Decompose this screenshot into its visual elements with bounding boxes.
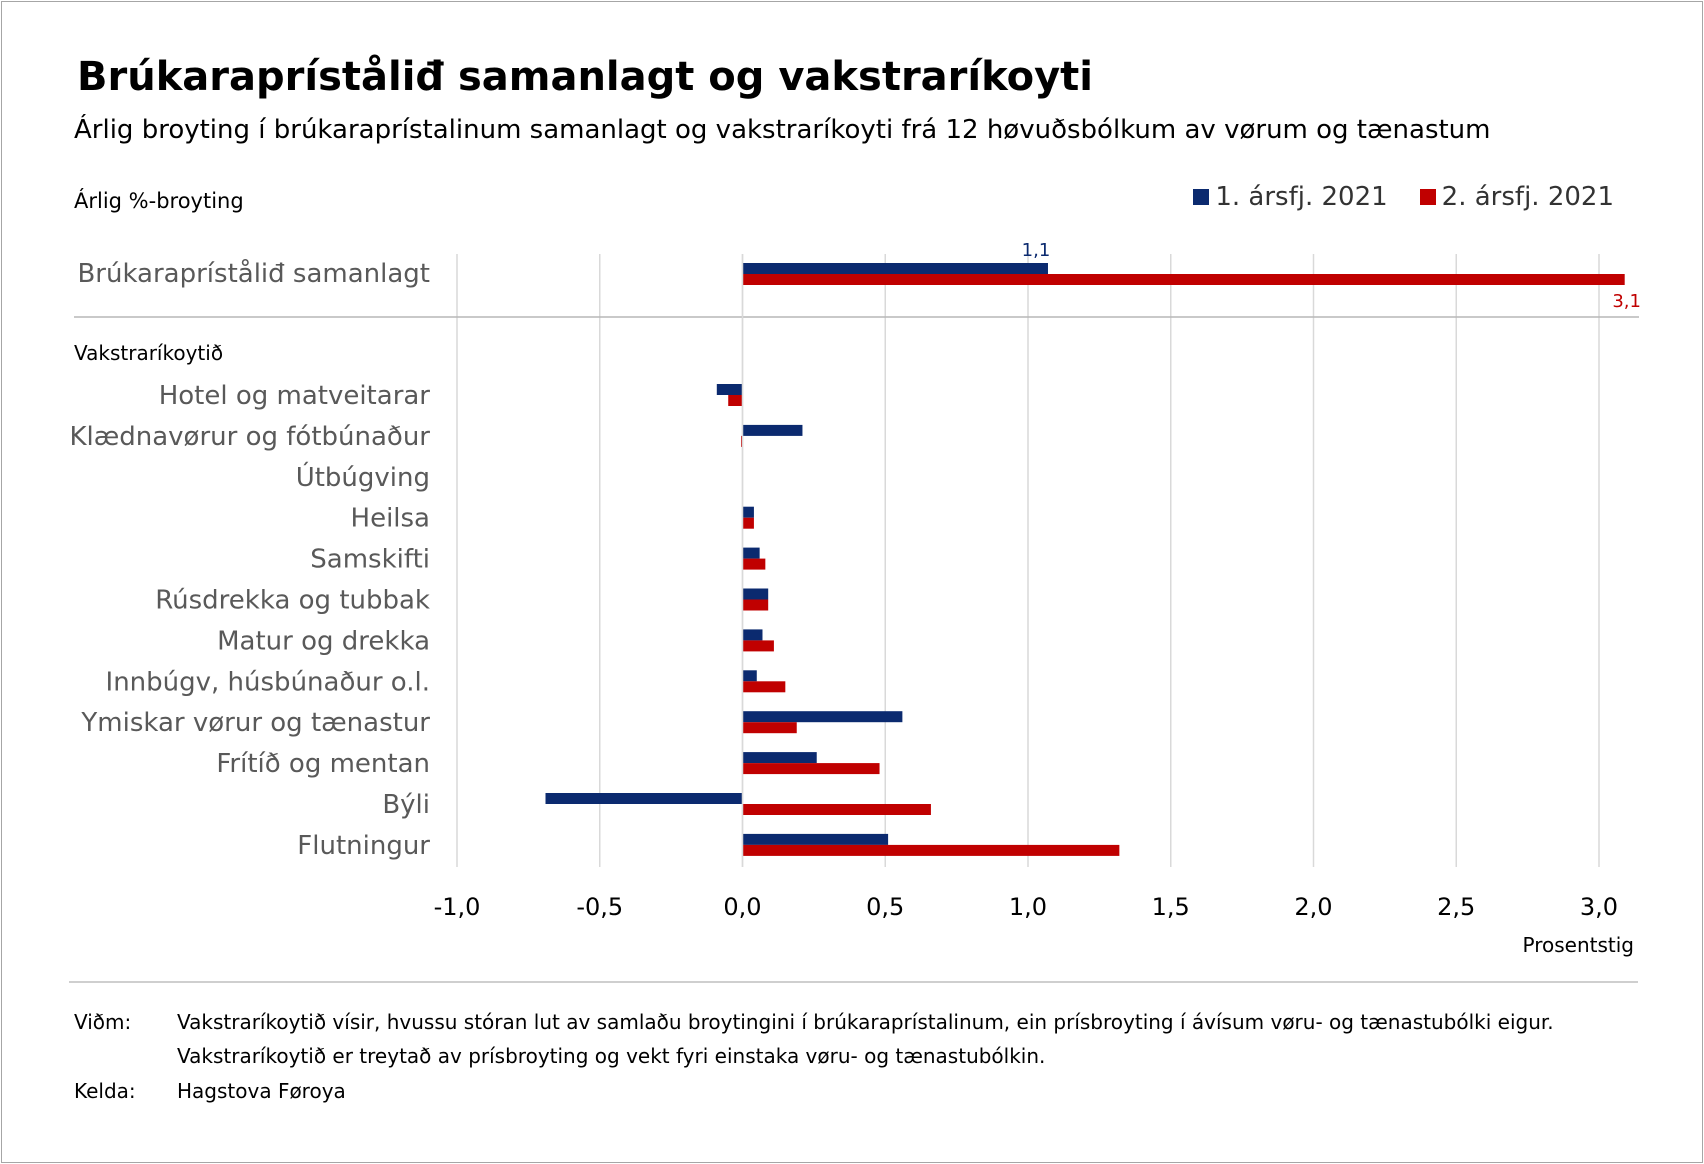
bar-q2: [728, 395, 743, 406]
category-label: Býli: [382, 790, 430, 820]
bar-q2: [742, 804, 931, 815]
note-text-vidm-line1: Vakstraríkoytið vísir, hvussu stóran lut…: [177, 1010, 1554, 1034]
bar-q2: [742, 763, 880, 775]
note-text-kelda: Hagstova Føroya: [177, 1079, 346, 1103]
category-label: Hotel og matveitarar: [159, 381, 431, 411]
bar-q1: [742, 424, 803, 436]
bar-q1: [742, 752, 817, 764]
data-label-total-q2: 3,1: [1612, 291, 1641, 312]
bar-total-q1: [742, 263, 1048, 274]
note-text-vidm-line2: Vakstraríkoytið er treytað av prísbroyti…: [177, 1044, 1046, 1068]
bar-q1: [716, 384, 743, 395]
category-label: Matur og drekka: [217, 626, 430, 656]
legend-label-q2: 2. ársfj. 2021: [1441, 182, 1614, 212]
bar-q1: [742, 506, 754, 518]
bar-q2: [742, 844, 1120, 856]
bar-q2: [742, 722, 797, 734]
note-text-vidm: Vakstraríkoytið vísir, hvussu stóran lut…: [177, 1005, 1554, 1073]
category-label: Útbúgving: [296, 461, 430, 493]
group-label: Vakstraríkoytið: [74, 341, 223, 365]
data-label-total-q1: 1,1: [1022, 240, 1051, 261]
category-label: Samskifti: [310, 545, 430, 575]
x-tick-label: 2,5: [1437, 893, 1475, 921]
footnotes: Viðm: Vakstraríkoytið vísir, hvussu stór…: [74, 1005, 1554, 1103]
legend-label-q1: 1. ársfj. 2021: [1215, 182, 1388, 212]
legend: 1. ársfj. 2021 2. ársfj. 2021: [1193, 182, 1614, 212]
bar-q1: [742, 833, 889, 845]
bar-q2: [742, 558, 766, 570]
category-label: Heilsa: [351, 504, 430, 534]
y-axis-title: Árlig %-broyting: [74, 189, 244, 213]
legend-swatch-q2: [1419, 189, 1436, 205]
x-tick-label: 3,0: [1580, 893, 1618, 921]
x-tick-label: 2,0: [1294, 893, 1332, 921]
bar-q1: [742, 547, 760, 559]
legend-item-q2: 2. ársfj. 2021: [1419, 182, 1614, 212]
bar-q1: [742, 588, 769, 600]
bar-total-q2: [742, 274, 1625, 285]
note-row-kelda: Kelda: Hagstova Føroya: [74, 1079, 1554, 1103]
legend-swatch-q1: [1193, 189, 1210, 205]
category-label: Ymiskar vørur og tænastur: [80, 708, 430, 738]
x-tick-label: 0,0: [723, 893, 761, 921]
category-label: Innbúgv, húsbúnaður o.l.: [106, 667, 430, 697]
bar-q2: [742, 517, 754, 529]
x-tick-label: -1,0: [434, 893, 481, 921]
note-label-kelda: Kelda:: [74, 1079, 136, 1103]
bar-q2: [742, 640, 774, 652]
bar-q1: [742, 711, 903, 723]
x-axis-title: Prosentstig: [1523, 933, 1634, 957]
x-tick-label: 0,5: [866, 893, 904, 921]
note-label-vidm: Viðm:: [74, 1010, 132, 1034]
bar-q1: [545, 793, 743, 804]
category-label: Flutningur: [297, 831, 430, 861]
x-tick-label: -0,5: [576, 893, 623, 921]
bar-q1: [742, 670, 757, 682]
category-label: Frítíð og mentan: [216, 749, 430, 779]
category-label-total: Brúkarapríståliđ samanlagt: [77, 258, 430, 289]
category-label: Rúsdrekka og tubbak: [155, 586, 430, 616]
x-tick-label: 1,5: [1152, 893, 1190, 921]
bar-q1: [742, 629, 763, 641]
category-label: Klædnavørur og fótbúnaður: [69, 422, 430, 452]
x-tick-label: 1,0: [1009, 893, 1047, 921]
note-row-vidm: Viðm: Vakstraríkoytið vísir, hvussu stór…: [74, 1005, 1554, 1073]
legend-item-q1: 1. ársfj. 2021: [1193, 182, 1388, 212]
bar-q2: [742, 599, 769, 611]
bar-q2: [742, 681, 786, 693]
chart-subtitle: Árlig broyting í brúkaraprístalinum sama…: [74, 115, 1491, 145]
chart-title: Brúkarapríståliđ samanlagt og vakstrarík…: [77, 54, 1094, 100]
